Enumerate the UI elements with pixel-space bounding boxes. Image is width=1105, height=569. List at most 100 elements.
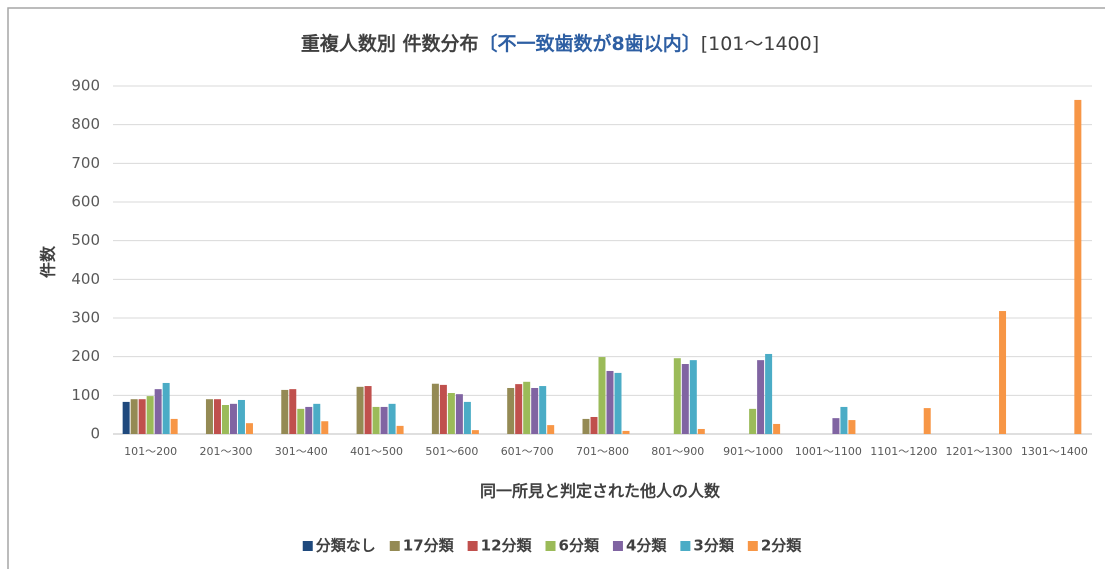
bar — [439, 384, 447, 434]
bar — [221, 405, 229, 434]
bar — [523, 381, 531, 434]
y-tick-label: 300 — [71, 309, 100, 327]
bar — [773, 423, 781, 434]
bar — [138, 399, 146, 434]
y-tick-label: 200 — [71, 347, 100, 365]
legend-swatch — [747, 541, 758, 551]
x-tick-label: 201～300 — [199, 445, 252, 458]
bar — [356, 386, 364, 434]
bar — [455, 394, 463, 434]
bar — [832, 418, 840, 434]
bar — [848, 420, 856, 434]
y-tick-label: 900 — [71, 77, 100, 95]
bar — [281, 389, 289, 434]
chart-title: 重複人数別 件数分布〔不一致歯数が8歯以内〕[101～1400] — [301, 32, 819, 55]
legend-label: 17分類 — [403, 537, 455, 555]
bar — [305, 406, 313, 434]
legend-swatch — [545, 541, 556, 551]
bar — [681, 364, 689, 434]
x-tick-label: 1001～1100 — [795, 445, 862, 458]
bar — [321, 421, 329, 434]
bar — [170, 418, 178, 434]
x-tick-label: 1301～1400 — [1021, 445, 1088, 458]
bar — [213, 399, 221, 434]
bar — [673, 358, 681, 434]
bar — [840, 406, 848, 434]
legend-swatch — [389, 541, 400, 551]
bar — [606, 370, 614, 434]
y-axis-label: 件数 — [39, 245, 58, 278]
title-part: 重複人数別 件数分布 — [301, 32, 479, 55]
bar — [146, 396, 154, 434]
title-part: 〔不一致歯数が8歯以内〕 — [478, 32, 700, 55]
bar — [471, 430, 479, 434]
y-tick-label: 800 — [71, 115, 100, 133]
x-tick-label: 601～700 — [501, 445, 554, 458]
bar — [205, 399, 213, 434]
bar — [1074, 99, 1082, 435]
title-part: [101～1400] — [701, 33, 819, 55]
bar — [122, 401, 130, 434]
bar — [229, 403, 237, 434]
bar — [380, 406, 388, 434]
bar — [507, 387, 515, 434]
y-tick-label: 500 — [71, 231, 100, 249]
bar — [689, 360, 697, 434]
bar — [923, 408, 931, 434]
bar — [765, 353, 773, 434]
bar — [289, 389, 297, 434]
bar — [757, 360, 765, 434]
bar — [622, 430, 630, 434]
legend-label: 分類なし — [316, 537, 376, 555]
x-tick-label: 701～800 — [576, 445, 629, 458]
legend-label: 12分類 — [481, 537, 533, 555]
bar — [447, 393, 455, 434]
x-tick-label: 401～500 — [350, 445, 403, 458]
bar — [245, 423, 253, 434]
x-tick-label: 1201～1300 — [946, 445, 1013, 458]
bar — [590, 416, 598, 434]
bar — [313, 403, 321, 434]
legend-label: 6分類 — [559, 537, 600, 555]
x-tick-label: 1101～1200 — [870, 445, 937, 458]
legend-label: 4分類 — [626, 537, 667, 555]
x-axis-label: 同一所見と判定された他人の人数 — [480, 482, 721, 501]
bar — [547, 425, 555, 434]
bar — [431, 383, 439, 434]
bar — [237, 399, 245, 434]
y-tick-label: 400 — [71, 270, 100, 288]
bar — [614, 372, 622, 434]
x-tick-label: 501～600 — [425, 445, 478, 458]
bar — [372, 406, 380, 434]
legend-label: 3分類 — [693, 537, 734, 555]
bar — [130, 399, 138, 434]
bar — [749, 408, 757, 434]
y-tick-label: 0 — [90, 425, 100, 443]
bar — [582, 418, 590, 434]
legend-label: 2分類 — [761, 537, 802, 555]
x-tick-label: 301～400 — [275, 445, 328, 458]
y-tick-label: 100 — [71, 386, 100, 404]
x-tick-label: 901～1000 — [723, 445, 783, 458]
bar — [162, 382, 170, 434]
legend: 分類なし 17分類 12分類 6分類 4分類 3分類 2分類 — [302, 537, 802, 555]
bar — [999, 311, 1007, 434]
bar — [531, 387, 539, 434]
bar — [515, 384, 523, 434]
bar — [396, 425, 404, 434]
chart-border — [7, 7, 1105, 569]
bar — [697, 428, 705, 434]
x-tick-label: 801～900 — [651, 445, 704, 458]
bar — [463, 401, 471, 434]
bar — [154, 389, 162, 434]
x-tick-label: 101～200 — [124, 445, 177, 458]
bar — [598, 357, 606, 434]
legend-swatch — [680, 541, 691, 551]
y-tick-label: 600 — [71, 193, 100, 211]
bar — [539, 386, 547, 434]
bar — [364, 386, 372, 434]
legend-swatch — [612, 541, 623, 551]
legend-swatch — [302, 541, 313, 551]
bar — [297, 408, 305, 434]
